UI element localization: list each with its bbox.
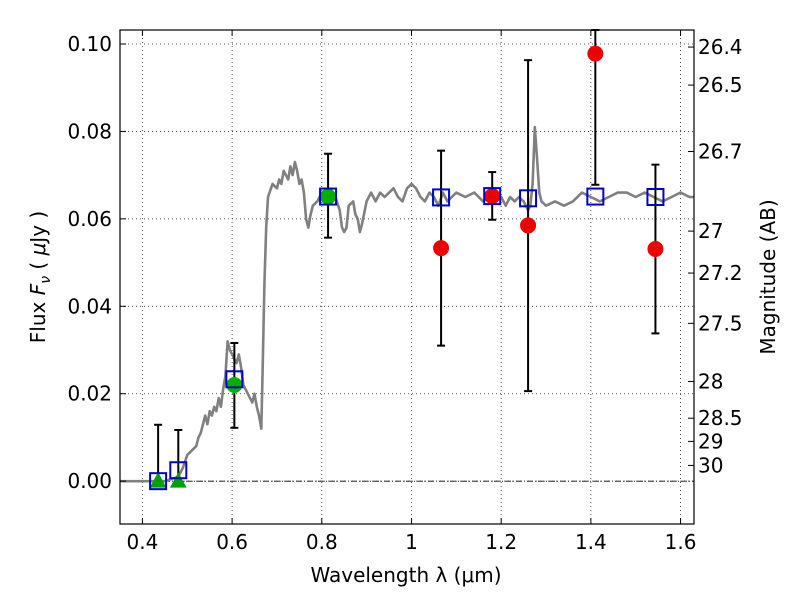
square-marker	[519, 189, 538, 208]
y-tick-label: 0.08	[67, 119, 112, 143]
x-tick-label: 1	[405, 530, 418, 554]
red-circle-marker	[433, 240, 450, 257]
square-marker	[319, 187, 338, 206]
error-bars	[154, 29, 660, 483]
x-tick-label: 0.6	[216, 530, 248, 554]
green-circle-marker	[226, 376, 243, 393]
red-circle-marker	[520, 217, 537, 234]
plot-frame	[119, 29, 695, 525]
x-tick-label: 1.2	[485, 530, 517, 554]
y2-tick-label: 28.5	[698, 406, 743, 430]
x-tick-label: 1.6	[665, 530, 697, 554]
y2-tick-label: 27.5	[698, 311, 743, 335]
y2-tick-label: 26.5	[698, 73, 743, 97]
x-axis-title: Wavelength λ (μm)	[310, 563, 501, 587]
square-marker	[483, 187, 502, 206]
x-axis-ticks: 0.4 0.6 0.8 1 1.2 1.4 1.6	[127, 30, 697, 554]
square-marker	[225, 370, 244, 389]
x-tick-label: 0.4	[127, 530, 159, 554]
sed-model-curve	[120, 125, 694, 483]
y2-tick-label: 26.4	[698, 35, 743, 59]
y2-tick-label: 30	[698, 453, 723, 477]
y-tick-label: 0.06	[67, 207, 112, 231]
x-tick-label: 1.4	[575, 530, 607, 554]
y2-axis-title: Magnitude (AB)	[756, 199, 780, 354]
data-markers	[149, 45, 665, 491]
y2-tick-label: 27.2	[698, 261, 743, 285]
square-marker	[169, 461, 188, 480]
y2-tick-label: 28	[698, 369, 723, 393]
square-marker	[432, 188, 451, 207]
y-axis-title: Flux Fν ( μJy )	[26, 211, 54, 343]
square-marker	[586, 187, 605, 206]
y-tick-label: 0.02	[67, 382, 112, 406]
red-circle-marker	[587, 45, 604, 62]
y2-tick-label: 26.7	[698, 140, 743, 164]
square-marker	[646, 187, 665, 206]
y-tick-label: 0.10	[67, 32, 112, 56]
grid	[120, 30, 694, 524]
triangle-marker	[149, 472, 167, 488]
square-marker	[149, 472, 168, 491]
y-tick-label: 0.04	[67, 294, 112, 318]
red-circle-marker	[647, 241, 664, 258]
y-tick-label: 0.00	[67, 469, 112, 493]
red-circle-marker	[484, 188, 501, 205]
y2-tick-label: 27	[698, 219, 723, 243]
x-tick-label: 0.8	[306, 530, 338, 554]
green-circle-marker	[320, 188, 337, 205]
y-axis-ticks: 0.00 0.02 0.04 0.06 0.08 0.10	[67, 32, 126, 493]
y2-tick-label: 29	[698, 429, 723, 453]
triangle-marker	[169, 472, 187, 488]
